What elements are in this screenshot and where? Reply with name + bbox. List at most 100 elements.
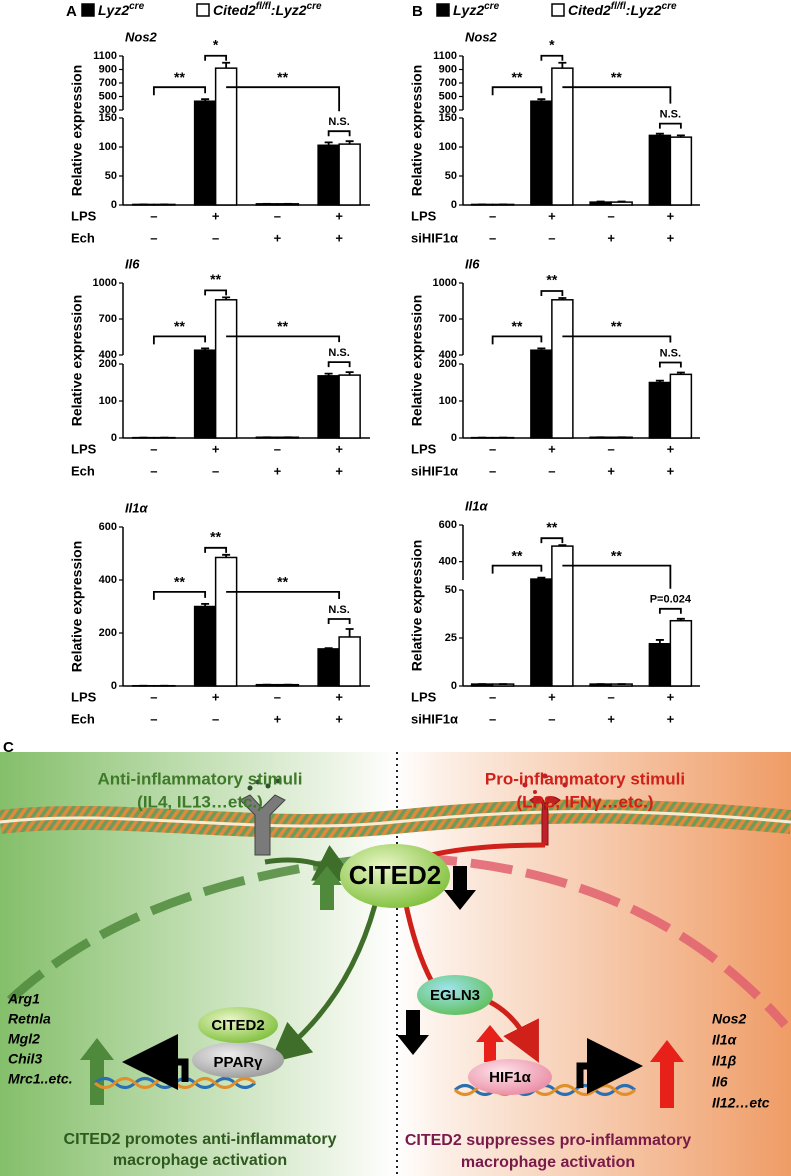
significance-label: ** [546, 272, 557, 288]
y-tick-label: 25 [445, 632, 457, 644]
condition-sign: – [608, 689, 615, 704]
legend-swatch [196, 3, 210, 17]
y-tick-label: 150 [439, 112, 457, 124]
bar [193, 605, 217, 687]
condition-sign: – [212, 230, 219, 245]
y-tick-label: 100 [439, 141, 457, 153]
legend-label: Cited2fl/fl:Lyz2cre [568, 1, 677, 18]
condition-sign: – [274, 208, 281, 223]
significance-bracket [152, 86, 207, 96]
legend-label-part: cre [484, 1, 499, 12]
y-axis-label: Relative expression [69, 65, 85, 197]
condition-sign: + [548, 689, 556, 704]
y-tick-label: 1100 [433, 50, 457, 62]
y-tick-label: 300 [439, 104, 457, 116]
significance-label: N.S. [660, 347, 681, 359]
stimuli-label: (IL4, IL13…etc.) [137, 792, 263, 811]
condition-sign: + [335, 441, 343, 456]
y-tick-label: 400 [439, 556, 457, 568]
y-tick-label: 500 [439, 90, 457, 102]
condition-sign: – [548, 711, 555, 726]
significance-bracket [226, 86, 341, 112]
y-tick-label: 400 [99, 574, 117, 586]
hif1a-node [468, 1059, 552, 1095]
significance-label: ** [611, 69, 622, 85]
condition-sign: – [150, 689, 157, 704]
condition-sign: – [489, 441, 496, 456]
condition-label: Ech [71, 230, 95, 245]
condition-label: Ech [71, 463, 95, 478]
bar [551, 545, 574, 687]
y-tick-label: 200 [99, 358, 117, 370]
bar [193, 349, 217, 439]
legend-swatch [551, 3, 565, 17]
bar [214, 299, 238, 439]
y-tick-label: 0 [111, 432, 117, 444]
y-tick-label: 1000 [93, 277, 117, 289]
significance-bracket [152, 590, 207, 600]
condition-sign: – [489, 208, 496, 223]
arrow [269, 904, 378, 1063]
charts: Lyz2cre Cited2fl/fl:Lyz2cre Lyz2cre Cited2f… [69, 1, 700, 726]
left-receptor [239, 778, 286, 856]
condition-sign: + [274, 463, 282, 478]
chart-title: Il1α [465, 498, 488, 513]
significance-bracket [562, 86, 672, 104]
significance-bracket [540, 290, 564, 296]
significance-label: ** [611, 318, 622, 334]
condition-sign: + [212, 208, 220, 223]
stimuli-label: (LPS, IFNγ…etc.) [517, 792, 654, 811]
legend-label: Lyz2cre [98, 1, 145, 18]
significance-label: ** [210, 271, 221, 287]
bar [610, 201, 633, 206]
error-bar [655, 639, 664, 644]
bar [214, 556, 238, 687]
bar [214, 67, 238, 206]
y-tick-label: 600 [99, 521, 117, 533]
significance-label: ** [512, 547, 523, 563]
significance-bracket [658, 607, 682, 614]
legend-label-part: cre [662, 1, 677, 12]
condition-sign: – [274, 441, 281, 456]
error-bar [676, 371, 685, 375]
gene-label: Chil3 [8, 1051, 42, 1067]
bar [589, 201, 612, 206]
condition-sign: – [608, 208, 615, 223]
complex-label: PPARγ [214, 1054, 264, 1071]
condition-sign: + [212, 689, 220, 704]
error-bar [617, 200, 626, 203]
significance-bracket [658, 361, 682, 368]
chart-title: Nos2 [125, 29, 158, 44]
gene-label: Mrc1..etc. [8, 1071, 73, 1087]
significance-bracket [658, 122, 682, 129]
significance-label: * [549, 36, 555, 52]
error-bar [676, 617, 685, 621]
condition-sign: – [489, 230, 496, 245]
error-bar [655, 379, 664, 383]
arrow [488, 999, 539, 1063]
bar [338, 374, 361, 439]
bar [648, 643, 672, 687]
condition-sign: – [212, 463, 219, 478]
y-tick-label: 150 [99, 112, 117, 124]
y-axis-label: Relative expression [69, 295, 85, 427]
caption: macrophage activation [461, 1154, 635, 1171]
legend-label: Lyz2cre [453, 1, 500, 18]
error-bar [537, 576, 546, 580]
bar [530, 100, 553, 206]
cited2-node [340, 844, 450, 908]
bent-arrow [576, 1038, 643, 1094]
y-tick-label: 50 [445, 584, 457, 596]
significance-label: P=0.024 [650, 594, 692, 606]
panel-label: B [412, 3, 423, 20]
gene-label: Arg1 [7, 991, 40, 1007]
y-tick-label: 100 [99, 395, 117, 407]
significance-bracket [204, 289, 228, 296]
condition-sign: – [274, 689, 281, 704]
gene-label: Nos2 [712, 1011, 746, 1027]
gene-label: Il6 [712, 1074, 728, 1090]
bar [193, 100, 217, 206]
significance-label: N.S. [328, 347, 349, 359]
condition-sign: – [150, 230, 157, 245]
legend-swatch [436, 3, 450, 17]
